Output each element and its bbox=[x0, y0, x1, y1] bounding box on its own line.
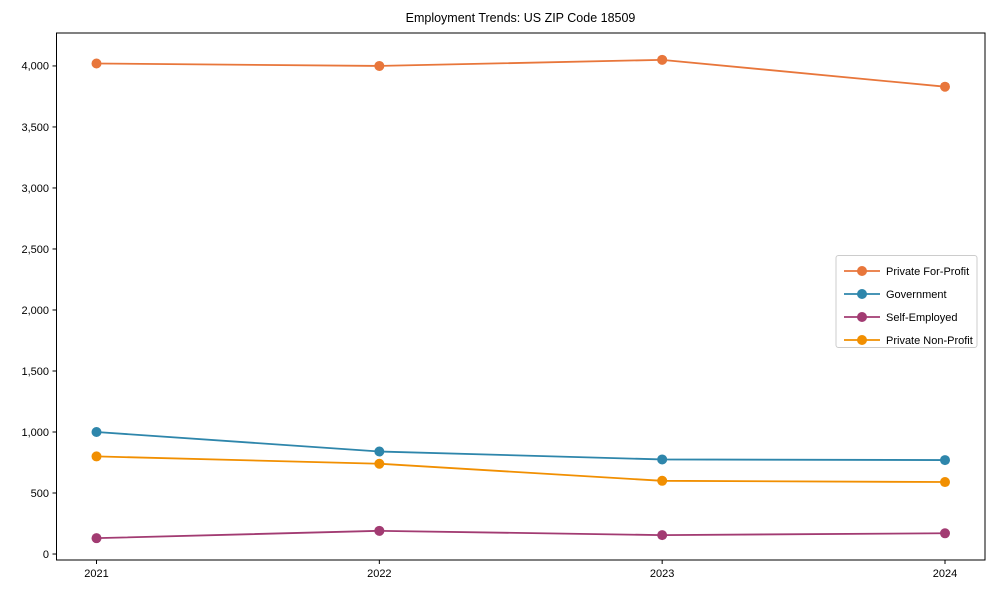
data-point bbox=[657, 454, 668, 465]
data-point bbox=[91, 533, 102, 544]
series-line-self-employed bbox=[96, 529, 946, 540]
legend-label: Private Non-Profit bbox=[886, 335, 973, 347]
x-tick-label: 2022 bbox=[367, 568, 391, 580]
legend-marker bbox=[857, 266, 867, 276]
data-point bbox=[374, 446, 385, 457]
data-point bbox=[374, 60, 385, 71]
y-tick-label: 0 bbox=[43, 549, 49, 561]
data-point bbox=[91, 427, 102, 438]
data-point bbox=[91, 58, 102, 69]
y-tick-label: 500 bbox=[31, 488, 49, 500]
legend-label: Self-Employed bbox=[886, 312, 958, 324]
data-point bbox=[374, 458, 385, 469]
data-point bbox=[657, 54, 668, 65]
data-point bbox=[374, 525, 385, 536]
data-point bbox=[940, 528, 950, 539]
legend-marker bbox=[857, 289, 867, 299]
data-point bbox=[940, 477, 950, 488]
y-tick-label: 3,000 bbox=[21, 183, 49, 195]
y-tick-label: 1,500 bbox=[21, 366, 49, 378]
y-tick-label: 1,000 bbox=[21, 427, 49, 439]
chart-title: Employment Trends: US ZIP Code 18509 bbox=[405, 11, 636, 25]
series-line-government bbox=[96, 431, 946, 461]
data-point bbox=[940, 455, 950, 466]
plot-frame bbox=[56, 32, 986, 561]
legend-label: Private For-Profit bbox=[886, 266, 969, 278]
legend-box bbox=[835, 255, 978, 348]
x-tick-label: 2024 bbox=[933, 568, 957, 580]
series-line-private-for-profit bbox=[96, 58, 946, 88]
series-line-private-non-profit bbox=[96, 455, 946, 483]
x-tick-label: 2023 bbox=[650, 568, 674, 580]
legend-marker bbox=[857, 335, 867, 345]
y-tick-label: 3,500 bbox=[21, 122, 49, 134]
y-tick-label: 4,000 bbox=[21, 61, 49, 73]
data-point bbox=[657, 475, 668, 486]
data-point bbox=[91, 451, 102, 462]
y-tick-label: 2,000 bbox=[21, 305, 49, 317]
data-point bbox=[940, 81, 950, 92]
data-point bbox=[657, 530, 668, 541]
y-tick-label: 2,500 bbox=[21, 244, 49, 256]
legend-label: Government bbox=[886, 289, 947, 301]
legend-marker bbox=[857, 312, 867, 322]
x-tick-label: 2021 bbox=[84, 568, 108, 580]
